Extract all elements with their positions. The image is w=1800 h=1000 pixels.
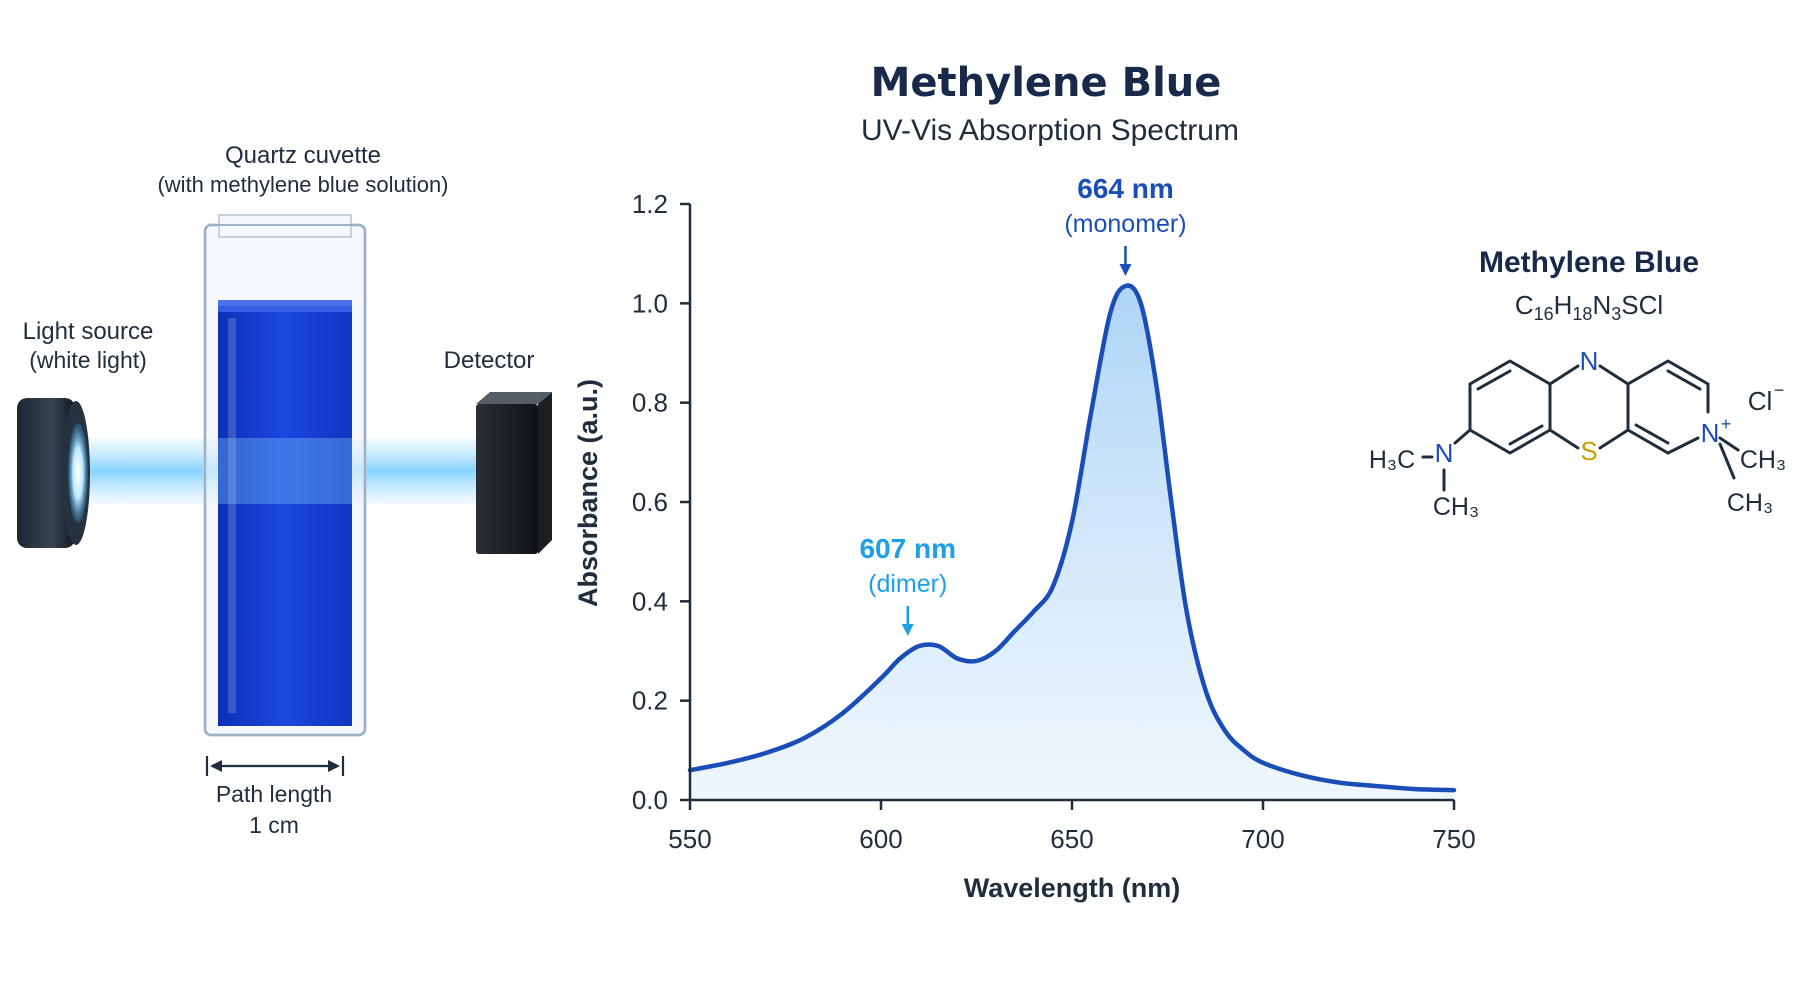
formula-subscript: 18 xyxy=(1572,304,1592,324)
chart-subtitle: UV-Vis Absorption Spectrum xyxy=(861,114,1239,147)
light-source-lamp xyxy=(17,398,90,548)
y-tick-label: 0.8 xyxy=(632,388,668,418)
x-axis-title: Wavelength (nm) xyxy=(964,873,1181,903)
detector-block xyxy=(476,392,552,554)
spectrum-line xyxy=(687,283,1457,793)
formula-element: N xyxy=(1592,290,1611,320)
formula-element: SCl xyxy=(1621,290,1663,320)
y-axis-title: Absorbance (a.u.) xyxy=(573,379,603,607)
detector-label: Detector xyxy=(444,347,535,374)
methylene-blue-solution xyxy=(218,306,352,726)
spectrum-chart: Methylene Blue UV-Vis Absorption Spectru… xyxy=(573,60,1476,903)
apparatus: Quartz cuvette (with methylene blue solu… xyxy=(17,142,552,838)
formula-subscript: 3 xyxy=(1611,304,1621,324)
atom-n-top: N xyxy=(1580,346,1599,376)
quartz-cuvette xyxy=(203,214,367,737)
formula-element: H xyxy=(1554,290,1573,320)
path-length-value: 1 cm xyxy=(249,812,299,838)
x-tick-label: 600 xyxy=(859,824,902,854)
y-tick-label: 0.2 xyxy=(632,686,668,716)
annotation-arrow-head xyxy=(1119,263,1132,276)
peak-label: 607 nm xyxy=(859,533,956,564)
atom-n-plus: N xyxy=(1701,418,1720,448)
structure-bonds xyxy=(1421,359,1740,492)
molecule-formula: C16H18N3SCl xyxy=(1515,290,1663,324)
atom-s: S xyxy=(1580,436,1597,466)
group-ch3-bottom-left: CH₃ xyxy=(1433,493,1479,521)
y-tick-label: 1.2 xyxy=(632,189,668,219)
formula-element: C xyxy=(1515,290,1534,320)
y-tick-label: 0.0 xyxy=(632,785,668,815)
x-tick-label: 550 xyxy=(668,824,711,854)
spectrum-area xyxy=(690,285,1454,800)
light-source-label: Light source xyxy=(23,318,154,345)
x-tick-label: 750 xyxy=(1432,824,1475,854)
formula-subscript: 16 xyxy=(1534,304,1554,324)
group-ch3-right-top: CH₃ xyxy=(1740,446,1786,474)
path-length-label: Path length xyxy=(216,781,332,807)
chart-title: Methylene Blue xyxy=(871,60,1222,106)
peak-annotations: 607 nm (dimer) 664 nm (monomer) xyxy=(859,173,1187,637)
group-h3c: H₃C xyxy=(1369,446,1415,474)
axes: 0.0 0.2 0.4 0.6 0.8 1.0 1.2 550 600 650 700 750 xyxy=(632,189,1476,854)
peak-sublabel: (dimer) xyxy=(868,570,947,598)
x-tick-label: 650 xyxy=(1050,824,1093,854)
charge-plus: + xyxy=(1721,414,1732,434)
peak-sublabel: (monomer) xyxy=(1064,210,1186,238)
atom-n-amine: N xyxy=(1435,438,1454,468)
light-source-sublabel: (white light) xyxy=(29,347,147,373)
x-tick-label: 700 xyxy=(1241,824,1284,854)
counter-ion-charge: − xyxy=(1774,380,1785,400)
counter-ion: Cl xyxy=(1748,386,1773,416)
cuvette-label: Quartz cuvette xyxy=(225,142,381,169)
y-tick-label: 0.4 xyxy=(632,586,668,616)
group-ch3-right-bottom: CH₃ xyxy=(1727,489,1773,517)
peak-label: 664 nm xyxy=(1077,173,1174,204)
cuvette-sublabel: (with methylene blue solution) xyxy=(157,172,448,197)
path-length-bracket xyxy=(205,756,345,776)
y-tick-label: 1.0 xyxy=(632,288,668,318)
molecule-name: Methylene Blue xyxy=(1479,246,1699,279)
y-tick-label: 0.6 xyxy=(632,487,668,517)
molecule-structure: Methylene Blue C16H18N3SCl N S N xyxy=(1369,246,1786,521)
annotation-arrow-head xyxy=(901,624,914,637)
